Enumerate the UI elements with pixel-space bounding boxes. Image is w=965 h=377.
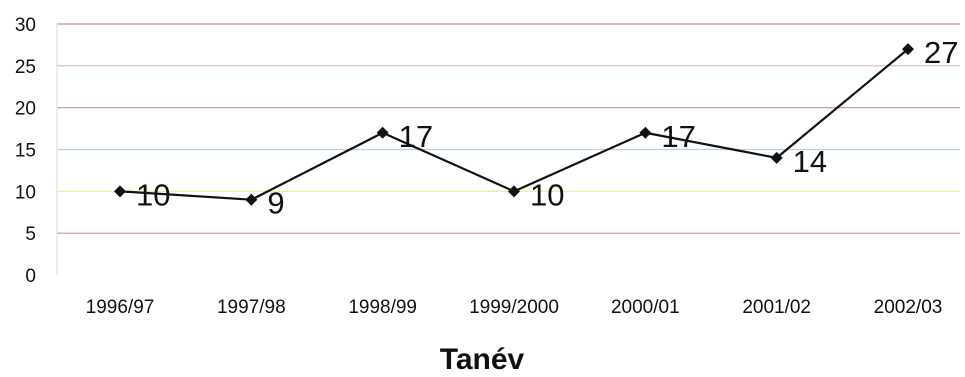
data-label-6: 27: [924, 35, 958, 70]
y-tick-label-15: 15: [15, 141, 36, 162]
data-label-0: 10: [136, 177, 170, 212]
y-tick-label-10: 10: [15, 182, 36, 203]
data-label-1: 9: [267, 186, 284, 221]
y-tick-label-20: 20: [15, 99, 36, 120]
x-tick-label-4: 2000/01: [611, 297, 680, 318]
data-point-4: [639, 126, 652, 139]
x-tick-label-6: 2002/03: [874, 297, 943, 318]
data-point-1: [245, 193, 258, 206]
series-markers: [114, 43, 914, 206]
x-tick-labels: 1996/97 1997/98 1998/99 1999/2000 2000/01 200…: [86, 297, 943, 318]
series-line-path: [119, 48, 909, 201]
x-tick-label-3: 1999/2000: [469, 297, 559, 318]
data-label-4: 17: [661, 119, 695, 154]
data-label-5: 14: [793, 144, 827, 179]
y-tick-labels: 0 5 10 15 20 25 30: [15, 15, 36, 287]
y-tick-label-5: 5: [25, 224, 36, 245]
x-axis-title: Tanév: [440, 343, 525, 376]
y-tick-label-30: 30: [15, 15, 36, 36]
x-tick-label-1: 1997/98: [217, 297, 286, 318]
data-point-3: [508, 185, 520, 198]
y-tick-label-25: 25: [15, 57, 36, 78]
data-point-5: [770, 151, 783, 164]
x-tick-label-0: 1996/97: [86, 297, 155, 318]
gridlines: [57, 23, 960, 234]
data-point-2: [376, 126, 389, 139]
data-label-2: 17: [399, 119, 433, 154]
data-label-3: 10: [530, 177, 564, 212]
series-line: [119, 48, 909, 201]
data-point-6: [902, 43, 914, 56]
x-tick-label-2: 1998/99: [348, 297, 417, 318]
data-labels: 10 9 17 10 17 14 27: [136, 35, 958, 221]
y-tick-label-0: 0: [25, 266, 36, 287]
x-tick-label-5: 2001/02: [742, 297, 811, 318]
data-point-0: [114, 185, 126, 198]
